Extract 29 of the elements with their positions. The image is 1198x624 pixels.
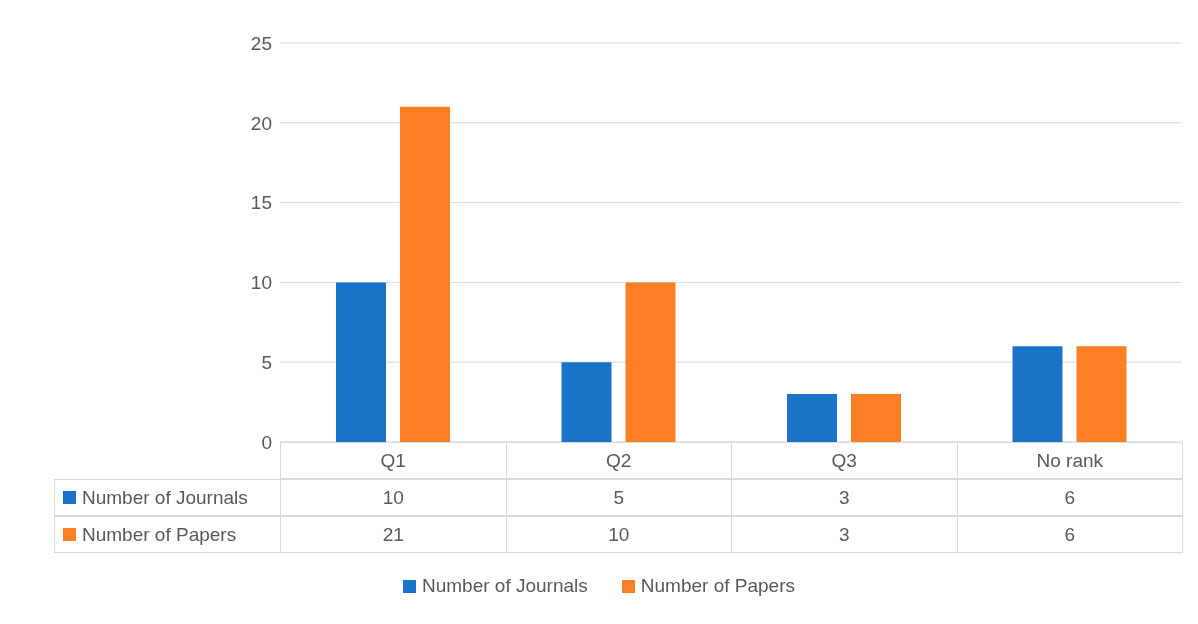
data-label: 3 xyxy=(731,516,958,553)
data-label: 6 xyxy=(956,479,1183,516)
bar xyxy=(851,394,901,442)
bar xyxy=(787,394,837,442)
y-tick-label: 0 xyxy=(261,431,272,453)
bar xyxy=(1012,346,1063,442)
text: Number of Papers xyxy=(82,523,237,545)
bar xyxy=(400,106,450,442)
data-label: 6 xyxy=(956,516,1183,553)
y-tick-label: 15 xyxy=(250,192,272,214)
data-label: 3 xyxy=(731,479,958,516)
y-tick-label: 25 xyxy=(250,32,272,54)
data-label: 5 xyxy=(505,479,732,516)
legend-label: Number of Journals xyxy=(82,486,248,509)
bar xyxy=(336,282,386,442)
legend-label: Number of Papers xyxy=(640,575,795,597)
bar xyxy=(561,362,612,442)
y-tick-label: 10 xyxy=(250,272,272,294)
data-label: 21 xyxy=(280,516,507,553)
x-tick-label: No rank xyxy=(956,442,1183,479)
bar xyxy=(625,282,676,442)
bar xyxy=(1076,346,1127,442)
x-tick-label: Q3 xyxy=(731,442,958,479)
x-tick-label: Q1 xyxy=(280,442,507,479)
data-label: 10 xyxy=(505,516,732,553)
y-tick-label: 5 xyxy=(261,351,272,373)
text: Number of Journals xyxy=(422,575,588,596)
x-tick-label: Q2 xyxy=(505,442,732,479)
y-tick-label: 20 xyxy=(250,112,272,134)
